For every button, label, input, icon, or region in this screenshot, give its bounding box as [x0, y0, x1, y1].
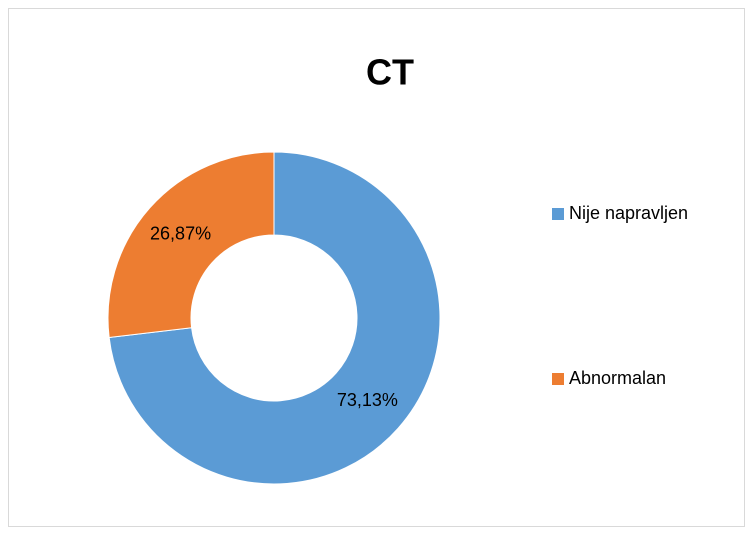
slice	[107, 151, 275, 339]
legend-label: Nije napravljen	[569, 203, 688, 223]
data-label: 26,87%	[150, 224, 211, 244]
slice	[108, 151, 441, 485]
legend-label: Abnormalan	[569, 368, 666, 388]
chart-title: CT	[366, 52, 414, 93]
data-label: 73,13%	[337, 390, 398, 410]
legend-swatch	[552, 208, 564, 220]
legend-swatch	[552, 373, 564, 385]
